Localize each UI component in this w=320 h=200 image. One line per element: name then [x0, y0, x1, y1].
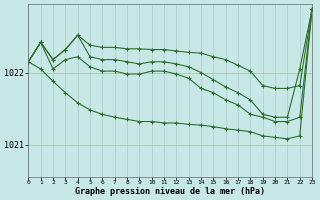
X-axis label: Graphe pression niveau de la mer (hPa): Graphe pression niveau de la mer (hPa) — [75, 187, 265, 196]
